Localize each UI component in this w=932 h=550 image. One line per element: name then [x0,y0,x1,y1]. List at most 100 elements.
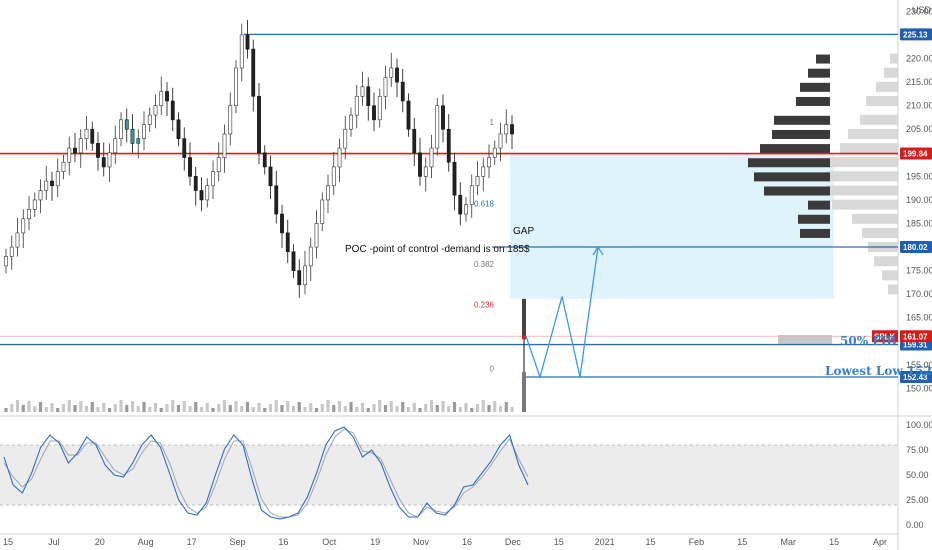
volume-bar [240,406,244,412]
candle-body [308,246,313,267]
candle-body [435,105,440,149]
volume-bar [67,400,71,412]
candle-body [498,133,503,149]
volume-bar [343,406,347,412]
volume-bar [406,407,411,412]
volume-bar [21,405,25,412]
poc-annotation: POC -point of control -demand is on 185$ [345,244,530,255]
volume-bar [355,407,359,412]
volume-profile-poc-bar [754,172,830,182]
ticker-tag [872,330,898,343]
candle-body [510,124,514,135]
candle-body [377,95,382,121]
volume-bar [188,406,192,412]
price-tag-label: 225.13 [903,30,928,39]
volume-profile-bar [862,227,898,238]
gap-candle-marker [522,335,526,340]
volume-bar [383,405,388,412]
volume-bar [470,408,474,412]
candle-body [245,34,250,50]
candle-body [165,91,169,102]
volume-bar [182,401,186,412]
candle-body [84,128,89,139]
candle-body [228,105,233,135]
fib-label-0: 0 [490,365,495,374]
candle-body [395,67,399,83]
candle-body [176,119,181,139]
volume-bar [165,404,169,412]
volume-bar [61,404,66,412]
price-tag-label: 161.07 [903,332,928,341]
time-tick-label: 16 [278,537,288,547]
volume-bar [458,407,462,412]
candle-body [504,124,509,135]
volume-bar [418,408,422,412]
stoch-tick-label: 100.00 [906,420,932,430]
time-tick-label: 15 [829,537,839,547]
lowest-low-annotation: Lowest Low 152 [825,364,932,378]
time-tick-label: Nov [413,537,430,547]
volume-bar [153,403,158,412]
volume-profile-poc-bar [816,54,830,64]
volume-bar [125,405,129,412]
candle-body [452,161,457,196]
price-tick-label: 165.00 [906,313,932,323]
volume-bar [286,401,290,412]
projection-path [525,246,599,380]
volume-bar [291,406,296,412]
volume-bar [171,400,175,412]
candle-body [15,232,20,248]
volume-bar [4,408,8,412]
volume-bar [464,403,468,412]
price-tick-label: 215.00 [906,77,932,87]
price-tag [900,240,932,253]
candle-body [383,77,388,97]
volume-bar [297,402,301,412]
candle-body [193,176,198,191]
volume-bar [15,400,20,412]
volume-bar [332,405,336,412]
volume-bar [452,402,457,412]
volume-profile-poc-bar [798,214,830,224]
candle-body [492,147,497,158]
volume-profile-poc-bar [760,144,830,154]
candle-body [9,246,14,257]
volume-profile-bar [860,114,898,125]
time-tick-label: Oct [322,537,337,547]
fib-label-1: 1 [490,118,495,127]
candle-body [61,161,66,172]
price-tag [900,330,932,343]
candle-body [400,81,405,102]
time-tick-label: 15 [737,537,747,547]
candle-body [349,114,353,130]
candle-body [27,209,31,220]
volume-bar [148,407,152,412]
fib-label-0.236: 0.236 [474,301,495,310]
currency-label: USD [912,5,932,15]
candle-body [239,34,244,69]
candle-body [268,166,273,187]
time-tick-label: 19 [370,537,380,547]
time-tick-label: Dec [505,537,522,547]
volume-bar [326,400,330,412]
volume-bar [522,372,526,412]
price-tick-label: 210.00 [906,101,932,111]
volume-bar [205,403,209,412]
volume-profile-poc-bar [808,200,830,210]
candle-body [297,270,302,286]
time-tick-label: Sep [229,537,245,547]
candle-body [205,185,210,201]
volume-bar [176,405,181,412]
price-tick-label: 195.00 [906,171,932,181]
price-tick-label: 190.00 [906,195,932,205]
candle-body [142,124,146,139]
volume-bar [320,404,324,412]
volume-bar [314,408,319,412]
candle-body [475,176,480,187]
volume-bar [280,405,284,412]
gap-annotation: GAP [513,226,534,237]
volume-bar [10,404,14,412]
volume-bar [228,405,232,412]
price-tick-label: 185.00 [906,218,932,228]
